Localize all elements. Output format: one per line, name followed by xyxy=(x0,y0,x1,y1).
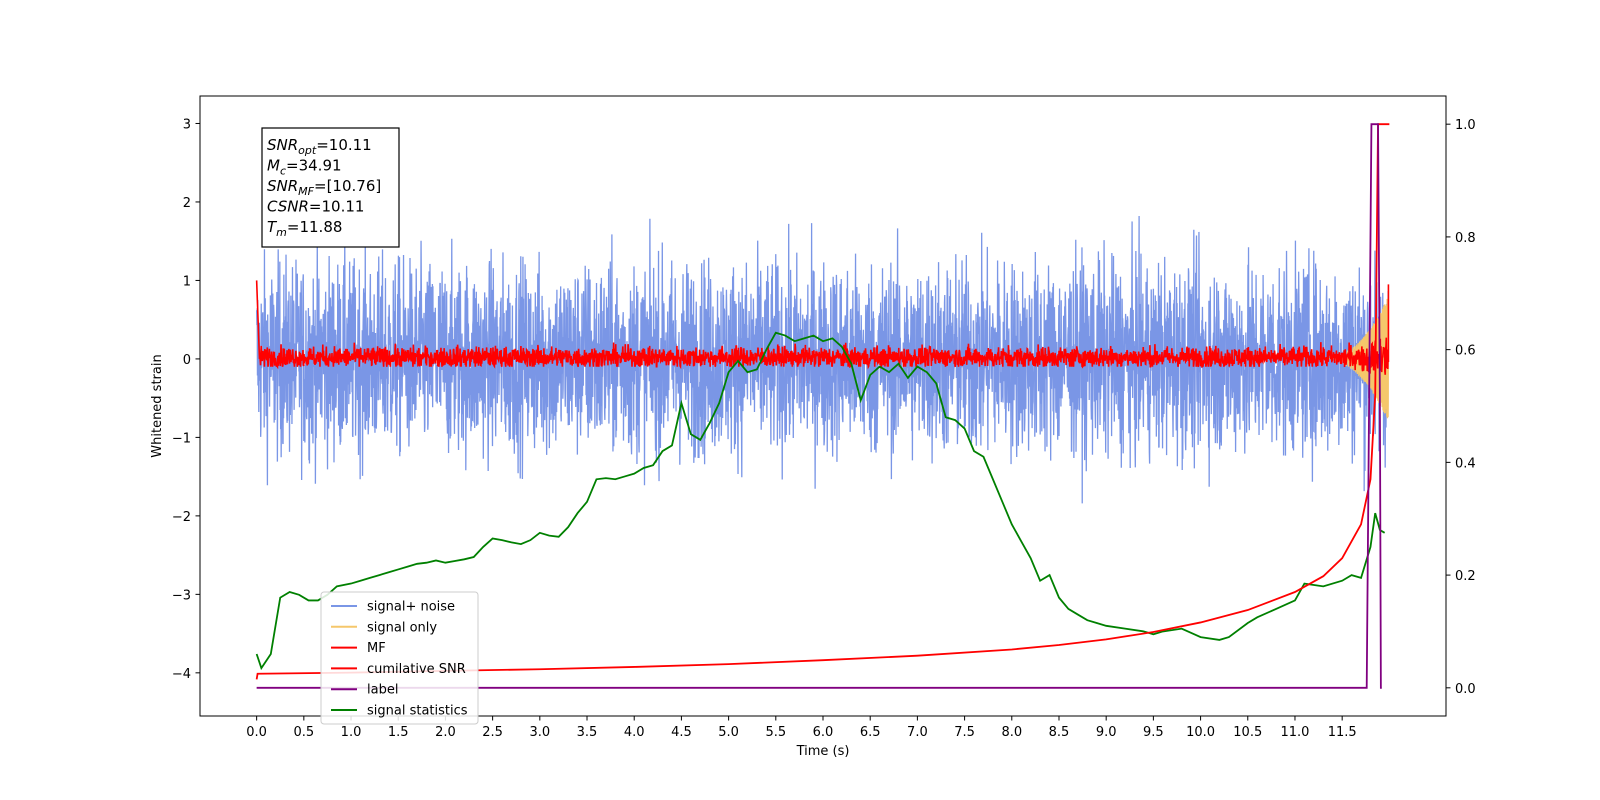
info-line: CSNR=10.11 xyxy=(267,198,364,216)
legend-label: cumilative SNR xyxy=(367,662,466,677)
info-value: =10.11 xyxy=(316,136,372,154)
series-signal-noise xyxy=(255,215,1390,504)
series-mf xyxy=(255,280,1390,375)
y-right-tick-label: 0.2 xyxy=(1455,569,1476,584)
y-right-tick-label: 0.6 xyxy=(1455,344,1476,359)
y-axis-left: 3 2 1 0 −1 −2 −3 −4 xyxy=(172,117,200,682)
x-tick-label: 9.5 xyxy=(1143,725,1164,740)
x-tick-label: 0.5 xyxy=(293,725,314,740)
x-tick-label: 3.0 xyxy=(529,725,550,740)
x-tick-label: 11.0 xyxy=(1280,725,1309,740)
info-subscript: c xyxy=(280,165,286,178)
info-line: Mc=34.91 xyxy=(267,157,342,178)
legend-label: MF xyxy=(367,641,386,656)
info-symbol: SNR xyxy=(267,177,298,195)
x-tick-label: 5.0 xyxy=(718,725,739,740)
legend-label: signal statistics xyxy=(367,704,468,719)
y-right-tick-label: 0.4 xyxy=(1455,456,1476,471)
info-value: =[10.76] xyxy=(314,177,381,195)
y-left-tick-label: 3 xyxy=(183,117,191,132)
x-tick-label: 11.5 xyxy=(1328,725,1357,740)
x-tick-label: 3.5 xyxy=(577,725,598,740)
y-left-tick-label: 2 xyxy=(183,196,191,211)
y-left-tick-label: −1 xyxy=(172,431,191,446)
x-tick-label: 10.5 xyxy=(1233,725,1262,740)
info-box: SNRopt=10.11Mc=34.91SNRMF=[10.76]CSNR=10… xyxy=(261,127,400,248)
y-right-tick-label: 0.8 xyxy=(1455,231,1476,246)
x-tick-label: 0.0 xyxy=(246,725,267,740)
y-axis-label: Whitened strain xyxy=(150,354,165,457)
x-tick-label: 6.5 xyxy=(860,725,881,740)
y-left-tick-label: 0 xyxy=(183,353,191,368)
legend-frame xyxy=(320,591,479,725)
y-left-tick-label: −4 xyxy=(172,667,191,682)
info-value: =11.88 xyxy=(287,218,343,236)
legend-label: signal+ noise xyxy=(367,600,455,615)
y-left-tick-label: −2 xyxy=(172,510,191,525)
info-symbol: CSNR xyxy=(267,198,309,216)
legend: signal+ noise signal only MF cumilative SNR… xyxy=(320,591,479,725)
info-line: SNRopt=10.11 xyxy=(267,136,372,157)
x-tick-label: 8.0 xyxy=(1001,725,1022,740)
x-tick-label: 5.5 xyxy=(765,725,786,740)
legend-label: label xyxy=(367,683,398,698)
x-tick-label: 4.5 xyxy=(671,725,692,740)
x-tick-label: 9.0 xyxy=(1096,725,1117,740)
x-axis-label: Time (s) xyxy=(796,744,850,759)
x-tick-label: 8.5 xyxy=(1049,725,1070,740)
series-label xyxy=(256,123,1382,689)
series-cumulative-snr xyxy=(255,123,1390,680)
x-tick-label: 10.0 xyxy=(1186,725,1215,740)
x-tick-label: 2.0 xyxy=(435,725,456,740)
info-subscript: opt xyxy=(298,144,317,157)
x-tick-label: 4.0 xyxy=(624,725,645,740)
info-line: Tm=11.88 xyxy=(267,218,342,239)
legend-label: signal only xyxy=(367,620,437,635)
y-left-tick-label: 1 xyxy=(183,274,191,289)
x-tick-label: 7.5 xyxy=(954,725,975,740)
x-tick-label: 6.0 xyxy=(813,725,834,740)
info-value: =10.11 xyxy=(309,198,365,216)
x-tick-label: 1.5 xyxy=(388,725,409,740)
x-tick-label: 2.5 xyxy=(482,725,503,740)
info-line: SNRMF=[10.76] xyxy=(267,177,381,198)
x-axis: 0.0 0.5 1.0 1.5 2.0 2.5 3.0 3.5 4.0 4.5 5.0 5.5 6.0 6… xyxy=(246,716,1357,740)
y-axis-right: 1.0 0.8 0.6 0.4 0.2 0.0 xyxy=(1446,118,1476,697)
info-subscript: m xyxy=(276,226,287,239)
y-right-tick-label: 0.0 xyxy=(1455,682,1476,697)
info-symbol: M xyxy=(267,157,280,175)
series-layer xyxy=(255,123,1390,689)
info-symbol: SNR xyxy=(267,136,298,154)
info-box-frame xyxy=(261,127,400,248)
info-value: =34.91 xyxy=(286,157,342,175)
y-right-tick-label: 1.0 xyxy=(1455,118,1476,133)
info-subscript: MF xyxy=(298,185,314,198)
info-symbol: T xyxy=(267,218,278,236)
x-tick-label: 7.0 xyxy=(907,725,928,740)
x-tick-label: 1.0 xyxy=(341,725,362,740)
y-left-tick-label: −3 xyxy=(172,588,191,603)
